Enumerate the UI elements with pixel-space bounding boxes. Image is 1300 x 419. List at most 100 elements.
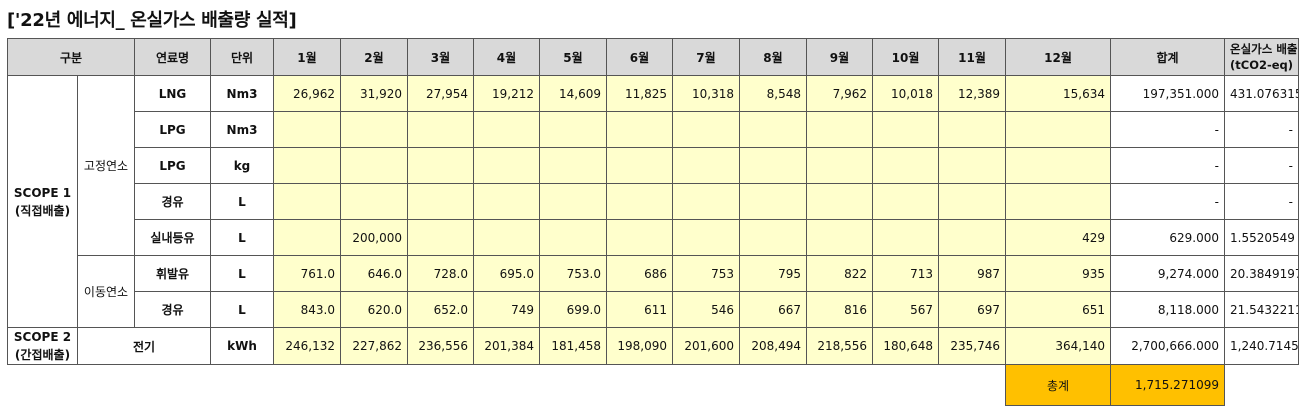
scope1-label-line1: SCOPE 1 [13, 185, 72, 200]
month-value: 218,556 [806, 327, 873, 365]
month-value [340, 111, 408, 148]
month-value: 227,862 [340, 327, 408, 365]
header-month: 6월 [606, 38, 673, 76]
fuel-name: 휘발유 [134, 255, 211, 292]
scope1-label-line2: (직접배출) [14, 203, 71, 218]
table-body: SCOPE 1 (직접배출) 고정연소 LNG Nm3 26,962 31,920 27,95… [7, 75, 1299, 406]
unit-cell: L [210, 291, 274, 328]
month-value [407, 183, 474, 220]
month-value: 208,494 [739, 327, 807, 365]
table-row: 경유 L 843.0 620.0 652.0 749 699.0 611 546 667 816 56… [8, 291, 1299, 328]
grand-total-label: 총계 [1005, 364, 1111, 406]
fuel-name: 경유 [134, 291, 211, 328]
header-unit: 단위 [210, 38, 274, 76]
month-value [672, 111, 740, 148]
header-emission: 온실가스 배출량 (tCO2-eq) [1224, 38, 1299, 76]
month-value: 236,556 [407, 327, 474, 365]
unit-cell: Nm3 [210, 111, 274, 148]
month-value: 11,825 [606, 75, 673, 112]
month-value: 695.0 [473, 255, 540, 292]
month-value [806, 111, 873, 148]
month-value [739, 147, 807, 184]
month-value [872, 111, 939, 148]
month-value: 546 [672, 291, 740, 328]
month-value: 987 [938, 255, 1006, 292]
month-value: 651 [1005, 291, 1111, 328]
emission-cell: 431.0763154 [1224, 75, 1299, 112]
month-value: 620.0 [340, 291, 408, 328]
month-value [1005, 111, 1111, 148]
month-value: 749 [473, 291, 540, 328]
month-value [606, 219, 673, 256]
month-value: 7,962 [806, 75, 873, 112]
fuel-name: LPG [134, 147, 211, 184]
month-value [539, 183, 607, 220]
total-cell: 197,351.000 [1110, 75, 1225, 112]
month-value [806, 183, 873, 220]
emission-cell: 20.3849197 [1224, 255, 1299, 292]
month-value [938, 111, 1006, 148]
month-value: 686 [606, 255, 673, 292]
month-value [1005, 183, 1111, 220]
month-value: 667 [739, 291, 807, 328]
month-value [473, 219, 540, 256]
month-value: 753.0 [539, 255, 607, 292]
month-value [273, 219, 341, 256]
unit-cell: L [210, 255, 274, 292]
month-value [806, 219, 873, 256]
month-value: 822 [806, 255, 873, 292]
month-value [672, 147, 740, 184]
table-row: SCOPE 2 (간접배출) 전기 kWh 246,132 227,862 236,556 2… [7, 327, 1299, 365]
header-month: 7월 [672, 38, 740, 76]
table-row: LPG kg - - [8, 147, 1299, 184]
month-value [672, 219, 740, 256]
month-value [473, 183, 540, 220]
month-value: 429 [1005, 219, 1111, 256]
month-value: 181,458 [539, 327, 607, 365]
header-month: 5월 [539, 38, 607, 76]
emission-cell: 1.5520549 [1224, 219, 1299, 256]
month-value: 816 [806, 291, 873, 328]
table-row: 경유 L - - [8, 183, 1299, 220]
stationary-combustion-label: 고정연소 [77, 75, 135, 256]
month-value: 12,389 [938, 75, 1006, 112]
header-month: 2월 [340, 38, 408, 76]
month-value: 8,548 [739, 75, 807, 112]
month-value: 364,140 [1005, 327, 1111, 365]
grand-total-value: 1,715.271099 [1110, 364, 1225, 406]
month-value [739, 183, 807, 220]
unit-cell: kg [210, 147, 274, 184]
grand-total-row: 총계 1,715.271099 [7, 364, 1299, 406]
header-emission-line1: 온실가스 배출량 [1230, 42, 1298, 56]
month-value: 200,000 [340, 219, 408, 256]
month-value [340, 147, 408, 184]
month-value: 697 [938, 291, 1006, 328]
month-value: 14,609 [539, 75, 607, 112]
scope2-label: SCOPE 2 (간접배출) [7, 327, 78, 365]
header-emission-line2: (tCO2-eq) [1230, 58, 1294, 72]
header-month: 4월 [473, 38, 540, 76]
month-value [739, 111, 807, 148]
emissions-table: 구분 연료명 단위 1월 2월 3월 4월 5월 6월 7월 8월 9월 10월… [7, 38, 1299, 406]
total-cell: 8,118.000 [1110, 291, 1225, 328]
month-value: 567 [872, 291, 939, 328]
month-value [473, 111, 540, 148]
header-row: 구분 연료명 단위 1월 2월 3월 4월 5월 6월 7월 8월 9월 10월… [7, 38, 1299, 76]
scope1-label: SCOPE 1 (직접배출) [7, 75, 78, 328]
month-value [938, 183, 1006, 220]
table-row: 이동연소 휘발유 L 761.0 646.0 728.0 695.0 753.0 686 753 7… [8, 255, 1299, 328]
month-value: 31,920 [340, 75, 408, 112]
month-value: 26,962 [273, 75, 341, 112]
month-value [407, 219, 474, 256]
total-cell: - [1110, 183, 1225, 220]
header-fuel: 연료명 [134, 38, 211, 76]
month-value: 761.0 [273, 255, 341, 292]
emission-cell: 1,240.7145875 [1224, 327, 1299, 365]
month-value [606, 147, 673, 184]
month-value [672, 183, 740, 220]
month-value: 753 [672, 255, 740, 292]
month-value [340, 183, 408, 220]
emission-cell: 21.5432211 [1224, 291, 1299, 328]
total-cell: - [1110, 111, 1225, 148]
header-month: 3월 [407, 38, 474, 76]
